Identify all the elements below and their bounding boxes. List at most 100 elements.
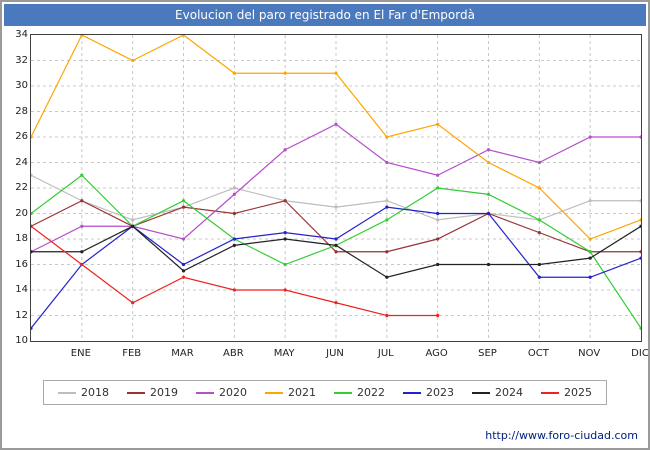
legend-color-sample	[403, 391, 421, 394]
series-point-2023	[31, 326, 33, 330]
y-axis-tick-label: 22	[15, 182, 28, 193]
series-point-2025	[283, 288, 287, 292]
series-point-2021	[31, 135, 33, 139]
legend-label: 2020	[219, 386, 247, 399]
plot-area	[30, 34, 642, 342]
y-axis-tick-label: 20	[15, 207, 28, 219]
series-point-2020	[436, 173, 440, 177]
legend-color-sample	[472, 391, 490, 394]
series-point-2021	[486, 160, 491, 165]
series-point-2020	[486, 148, 491, 152]
series-point-2025	[232, 288, 236, 292]
series-point-2018	[334, 205, 338, 209]
legend-label: 2021	[288, 386, 316, 399]
series-point-2022	[385, 218, 389, 222]
series-point-2021	[436, 122, 440, 126]
series-point-2021	[232, 71, 236, 75]
series-point-2018	[232, 186, 236, 190]
footer-link[interactable]: http://www.foro-ciudad.com	[485, 429, 638, 442]
legend-label: 2023	[426, 386, 454, 399]
series-point-2018	[31, 173, 33, 177]
series-point-2020	[639, 135, 641, 139]
series-point-2023	[588, 275, 592, 279]
legend-item-2022: 2022	[334, 386, 385, 399]
series-point-2025	[334, 301, 338, 305]
legend-label: 2018	[81, 386, 109, 399]
series-point-2024	[639, 224, 641, 228]
x-axis-month-label: MAR	[171, 348, 194, 359]
series-point-2023	[537, 275, 541, 279]
series-point-2021	[181, 35, 186, 37]
series-point-2021	[588, 237, 592, 241]
y-axis-tick-label: 34	[15, 29, 28, 40]
series-point-2023	[486, 211, 491, 216]
series-point-2019	[537, 231, 541, 235]
series-point-2021	[80, 35, 84, 37]
series-point-2019	[334, 250, 338, 254]
y-axis-tick-label: 12	[15, 309, 28, 321]
series-point-2022	[537, 218, 541, 222]
series-point-2024	[588, 256, 592, 260]
series-point-2021	[131, 58, 135, 63]
legend-label: 2025	[564, 386, 592, 399]
series-point-2025	[80, 262, 84, 267]
x-axis-month-label: SEP	[478, 348, 497, 359]
series-point-2021	[639, 218, 641, 222]
series-point-2019	[80, 199, 84, 203]
series-point-2019	[283, 199, 287, 203]
x-axis-month-label: NOV	[578, 348, 601, 359]
y-axis-tick-label: 18	[15, 233, 28, 244]
series-point-2022	[639, 326, 641, 330]
x-axis-month-label: ABR	[223, 348, 244, 359]
series-point-2020	[334, 122, 338, 126]
series-point-2023	[436, 211, 440, 216]
series-point-2024	[385, 275, 389, 279]
series-point-2024	[283, 237, 287, 241]
series-point-2022	[486, 192, 491, 196]
series-point-2023	[181, 262, 186, 267]
y-axis-tick-label: 16	[15, 258, 28, 270]
legend-item-2023: 2023	[403, 386, 454, 399]
series-point-2018	[639, 199, 641, 203]
series-point-2018	[385, 199, 389, 203]
series-point-2023	[334, 237, 338, 241]
chart-canvas	[31, 35, 641, 341]
title-bar: Evolucion del paro registrado en El Far …	[4, 4, 646, 26]
series-point-2019	[181, 205, 186, 209]
legend-label: 2019	[150, 386, 178, 399]
legend-item-2025: 2025	[541, 386, 592, 399]
y-axis-tick-label: 30	[15, 80, 28, 91]
x-axis-month-label: FEB	[122, 348, 142, 359]
legend-color-sample	[334, 391, 352, 394]
legend-color-sample	[541, 391, 559, 394]
legend-item-2021: 2021	[265, 386, 316, 399]
series-point-2020	[283, 148, 287, 152]
series-point-2022	[436, 186, 440, 190]
legend-color-sample	[196, 391, 214, 394]
series-point-2018	[588, 199, 592, 203]
series-point-2023	[385, 205, 389, 209]
series-point-2024	[31, 250, 33, 254]
legend-item-2024: 2024	[472, 386, 523, 399]
series-point-2018	[131, 218, 135, 222]
series-point-2024	[80, 250, 84, 254]
series-point-2023	[283, 231, 287, 235]
series-point-2021	[385, 135, 389, 139]
series-point-2022	[588, 250, 592, 254]
series-point-2025	[181, 275, 186, 279]
series-point-2019	[232, 211, 236, 216]
legend-label: 2024	[495, 386, 523, 399]
legend-label: 2022	[357, 386, 385, 399]
legend-color-sample	[127, 391, 145, 394]
series-point-2024	[486, 262, 491, 267]
y-axis-tick-label: 28	[15, 105, 28, 117]
series-point-2025	[436, 313, 440, 318]
series-point-2020	[537, 160, 541, 165]
series-point-2023	[232, 237, 236, 241]
series-point-2020	[588, 135, 592, 139]
legend-color-sample	[58, 391, 76, 394]
legend-color-sample	[265, 391, 283, 394]
series-point-2024	[537, 262, 541, 267]
series-point-2019	[639, 250, 641, 254]
